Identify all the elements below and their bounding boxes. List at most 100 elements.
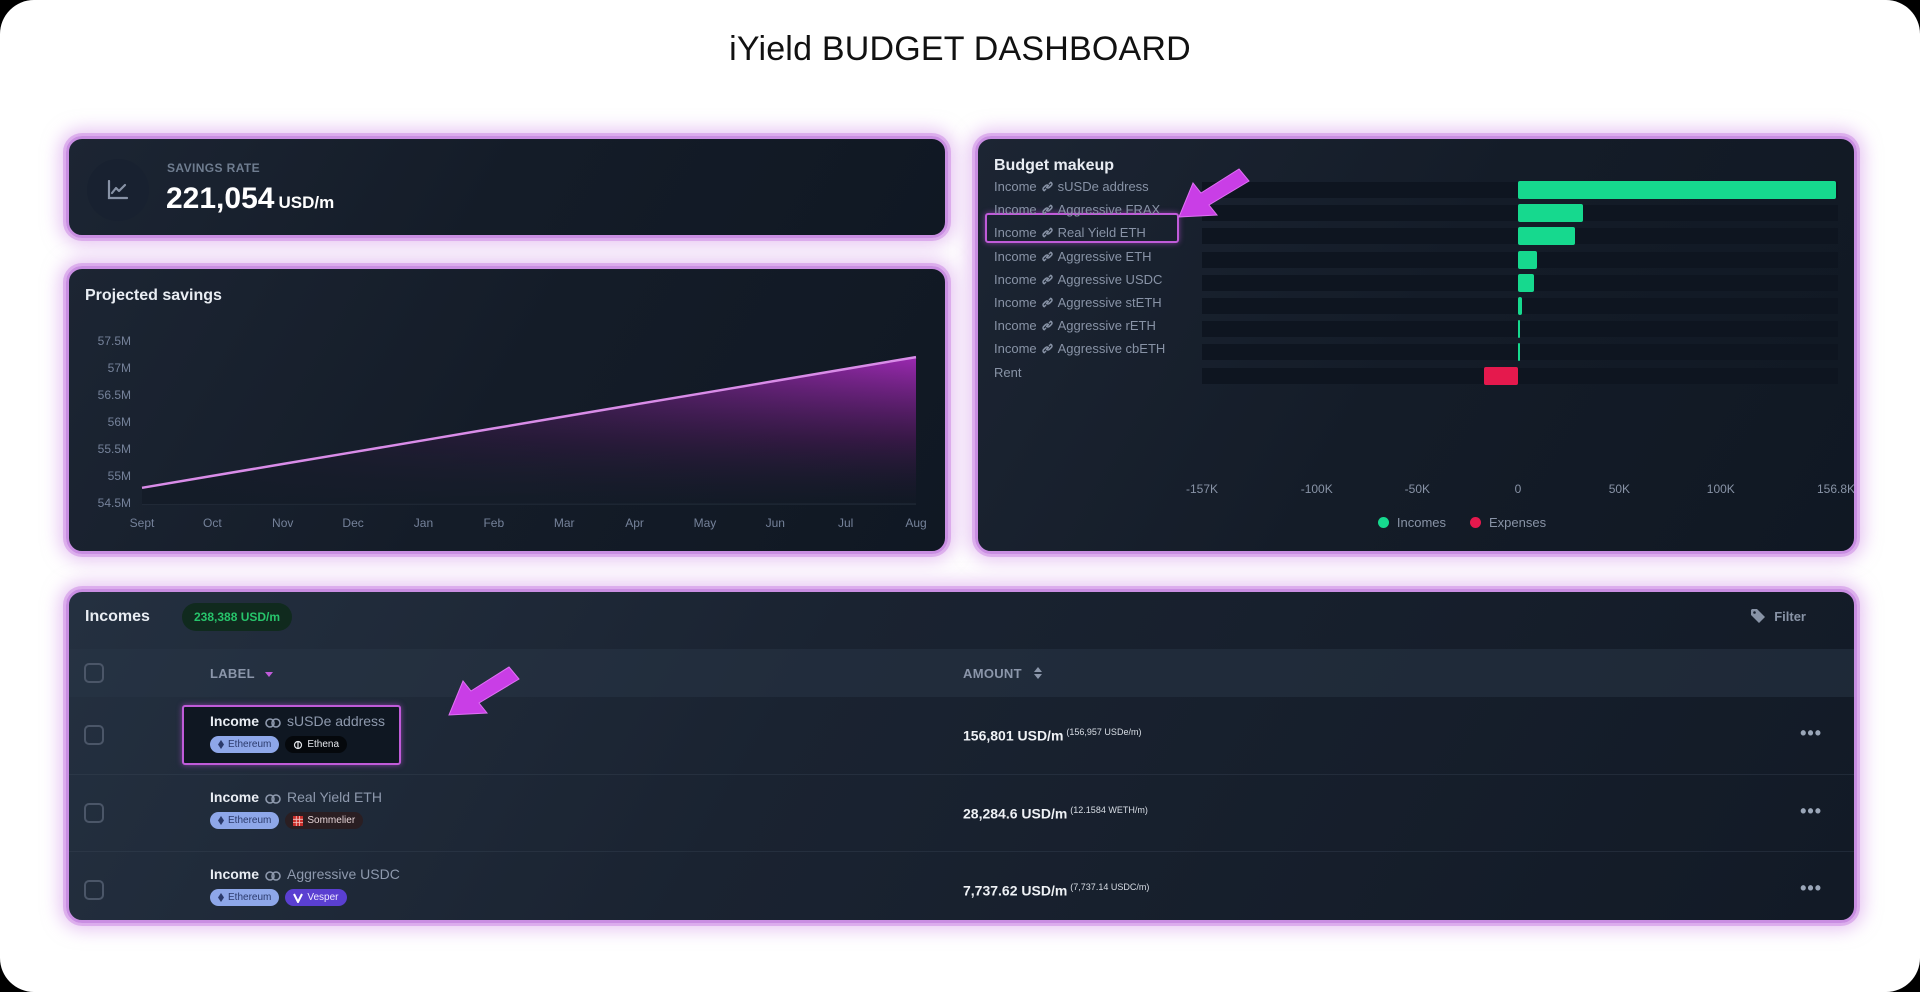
- row-checkbox[interactable]: [84, 725, 104, 745]
- row-name: Aggressive FRAX: [1057, 202, 1161, 218]
- row-type: Income: [994, 202, 1037, 218]
- income-bar[interactable]: [1518, 343, 1520, 362]
- tag-label: Ethena: [307, 739, 340, 750]
- link-icon: [1041, 296, 1054, 312]
- vesper-icon: [293, 893, 304, 903]
- row-tags: Ethereum Ethena: [210, 736, 385, 753]
- row-amount: 28,284.6 USD/m (12.1584 WETH/m): [963, 805, 1148, 822]
- link-icon: [1041, 250, 1054, 266]
- table-row[interactable]: Income Aggressive USDC Ethereum Vesper 7,737…: [69, 851, 1854, 920]
- row-checkbox[interactable]: [84, 803, 104, 823]
- budget-row-label: Income Aggressive rETH: [994, 318, 1156, 335]
- row-type: Income: [994, 295, 1037, 310]
- table-row[interactable]: Income Real Yield ETH Ethereum Sommelier 28,…: [69, 774, 1854, 851]
- row-type: Income: [994, 179, 1037, 194]
- y-tick-label: 55M: [107, 469, 131, 483]
- budget-row-label: Income Aggressive stETH: [994, 295, 1162, 312]
- y-tick-label: 56M: [107, 415, 131, 429]
- y-tick-label: 56.5M: [97, 388, 131, 402]
- ethereum-icon: [218, 893, 224, 902]
- incomes-dot-icon: [1377, 517, 1389, 528]
- tag-label: Ethereum: [228, 739, 272, 750]
- row-type: Income: [210, 866, 260, 882]
- budget-row-label: Rent: [994, 364, 1022, 380]
- x-tick-label: -157K: [1185, 482, 1219, 496]
- table-row[interactable]: Income sUSDe address Ethereum Ethena 156,801…: [69, 697, 1854, 774]
- column-header-amount[interactable]: AMOUNT: [963, 666, 1042, 681]
- income-bar[interactable]: [1518, 297, 1523, 315]
- income-bar[interactable]: [1518, 250, 1538, 269]
- x-tick-label: -50K: [1404, 482, 1431, 496]
- x-tick-label: Sept: [129, 516, 155, 530]
- x-tick-label: Nov: [272, 516, 294, 530]
- budget-makeup-title: Budget makeup: [994, 157, 1115, 174]
- legend-expenses[interactable]: Expenses: [1470, 515, 1546, 530]
- row-type: Income: [210, 789, 260, 805]
- savings-rate-card: SAVINGS RATE 221,054 USD/m: [66, 136, 948, 238]
- tag-vesper[interactable]: Vesper: [285, 889, 347, 906]
- amount-usd: 28,284.6 USD/m: [963, 805, 1068, 822]
- row-title: Income Real Yield ETH: [210, 789, 382, 807]
- bar-track: [1202, 367, 1838, 384]
- tag-ethereum[interactable]: Ethereum: [210, 812, 280, 829]
- x-tick-label: 50K: [1608, 482, 1631, 496]
- column-header-label[interactable]: LABEL: [210, 666, 273, 681]
- highlight-box-row: [182, 705, 401, 765]
- row-checkbox[interactable]: [84, 880, 104, 900]
- row-more-options-button[interactable]: •••: [1800, 723, 1822, 743]
- link-icon: [1041, 342, 1054, 358]
- row-more-options-button[interactable]: •••: [1800, 801, 1822, 821]
- incomes-title: Incomes: [85, 608, 150, 625]
- income-bar[interactable]: [1518, 227, 1576, 246]
- budget-makeup-card: Budget makeup Income sUSDe address Income A…: [975, 136, 1857, 554]
- income-bar[interactable]: [1518, 181, 1836, 199]
- expense-bar[interactable]: [1483, 366, 1518, 385]
- x-tick-label: 0: [1514, 482, 1522, 496]
- row-tags: Ethereum Vesper: [210, 889, 400, 906]
- link-icon: [265, 791, 281, 807]
- row-name: Aggressive USDC: [287, 866, 400, 882]
- expenses-dot-icon: [1470, 517, 1482, 528]
- link-icon: [1041, 203, 1054, 219]
- budget-row-label: Income Aggressive cbETH: [994, 341, 1165, 358]
- row-name: Real Yield ETH: [1057, 225, 1146, 241]
- income-bar[interactable]: [1518, 204, 1583, 223]
- row-title: Income sUSDe address: [210, 713, 385, 731]
- tag-sommelier[interactable]: Sommelier: [285, 812, 364, 829]
- budget-makeup-legend: Incomes Expenses: [978, 515, 1854, 530]
- filter-label: Filter: [1774, 608, 1806, 624]
- y-tick-label: 54.5M: [97, 496, 131, 510]
- table-header: LABEL AMOUNT: [69, 649, 1854, 697]
- income-bar[interactable]: [1518, 273, 1534, 292]
- filter-button[interactable]: Filter: [1750, 608, 1806, 624]
- row-name: Aggressive ETH: [1057, 248, 1152, 264]
- incomes-total-badge: 238,388 USD/m: [182, 603, 293, 631]
- x-tick-label: Oct: [203, 516, 222, 530]
- tag-ethereum[interactable]: Ethereum: [210, 736, 280, 753]
- link-icon: [265, 715, 281, 731]
- tag-ethena[interactable]: Ethena: [285, 736, 348, 753]
- savings-rate-label: SAVINGS RATE: [167, 161, 261, 175]
- column-amount-text: AMOUNT: [963, 666, 1022, 681]
- row-more-options-button[interactable]: •••: [1800, 878, 1822, 898]
- tag-ethereum[interactable]: Ethereum: [210, 889, 280, 906]
- amount-native: (12.1584 WETH/m): [1070, 805, 1148, 815]
- amount-usd: 7,737.62 USD/m: [963, 882, 1068, 899]
- amount-usd: 156,801 USD/m: [963, 727, 1064, 744]
- budget-row-label: Income Real Yield ETH: [994, 225, 1146, 242]
- select-all-checkbox[interactable]: [84, 663, 104, 683]
- row-title: Income Aggressive USDC: [210, 866, 400, 884]
- row-type: Income: [994, 248, 1037, 264]
- legend-incomes[interactable]: Incomes: [1377, 515, 1446, 530]
- y-tick-label: 57M: [107, 361, 131, 375]
- row-type: Income: [210, 713, 260, 729]
- x-tick-label: Jun: [765, 516, 785, 530]
- y-tick-label: 55.5M: [97, 442, 131, 456]
- savings-rate-value: 221,054 USD/m: [166, 182, 334, 216]
- column-label-text: LABEL: [210, 666, 255, 681]
- row-name: sUSDe address: [1057, 179, 1149, 194]
- ethereum-icon: [218, 816, 224, 825]
- sommelier-icon: [293, 815, 304, 826]
- income-bar[interactable]: [1518, 320, 1520, 339]
